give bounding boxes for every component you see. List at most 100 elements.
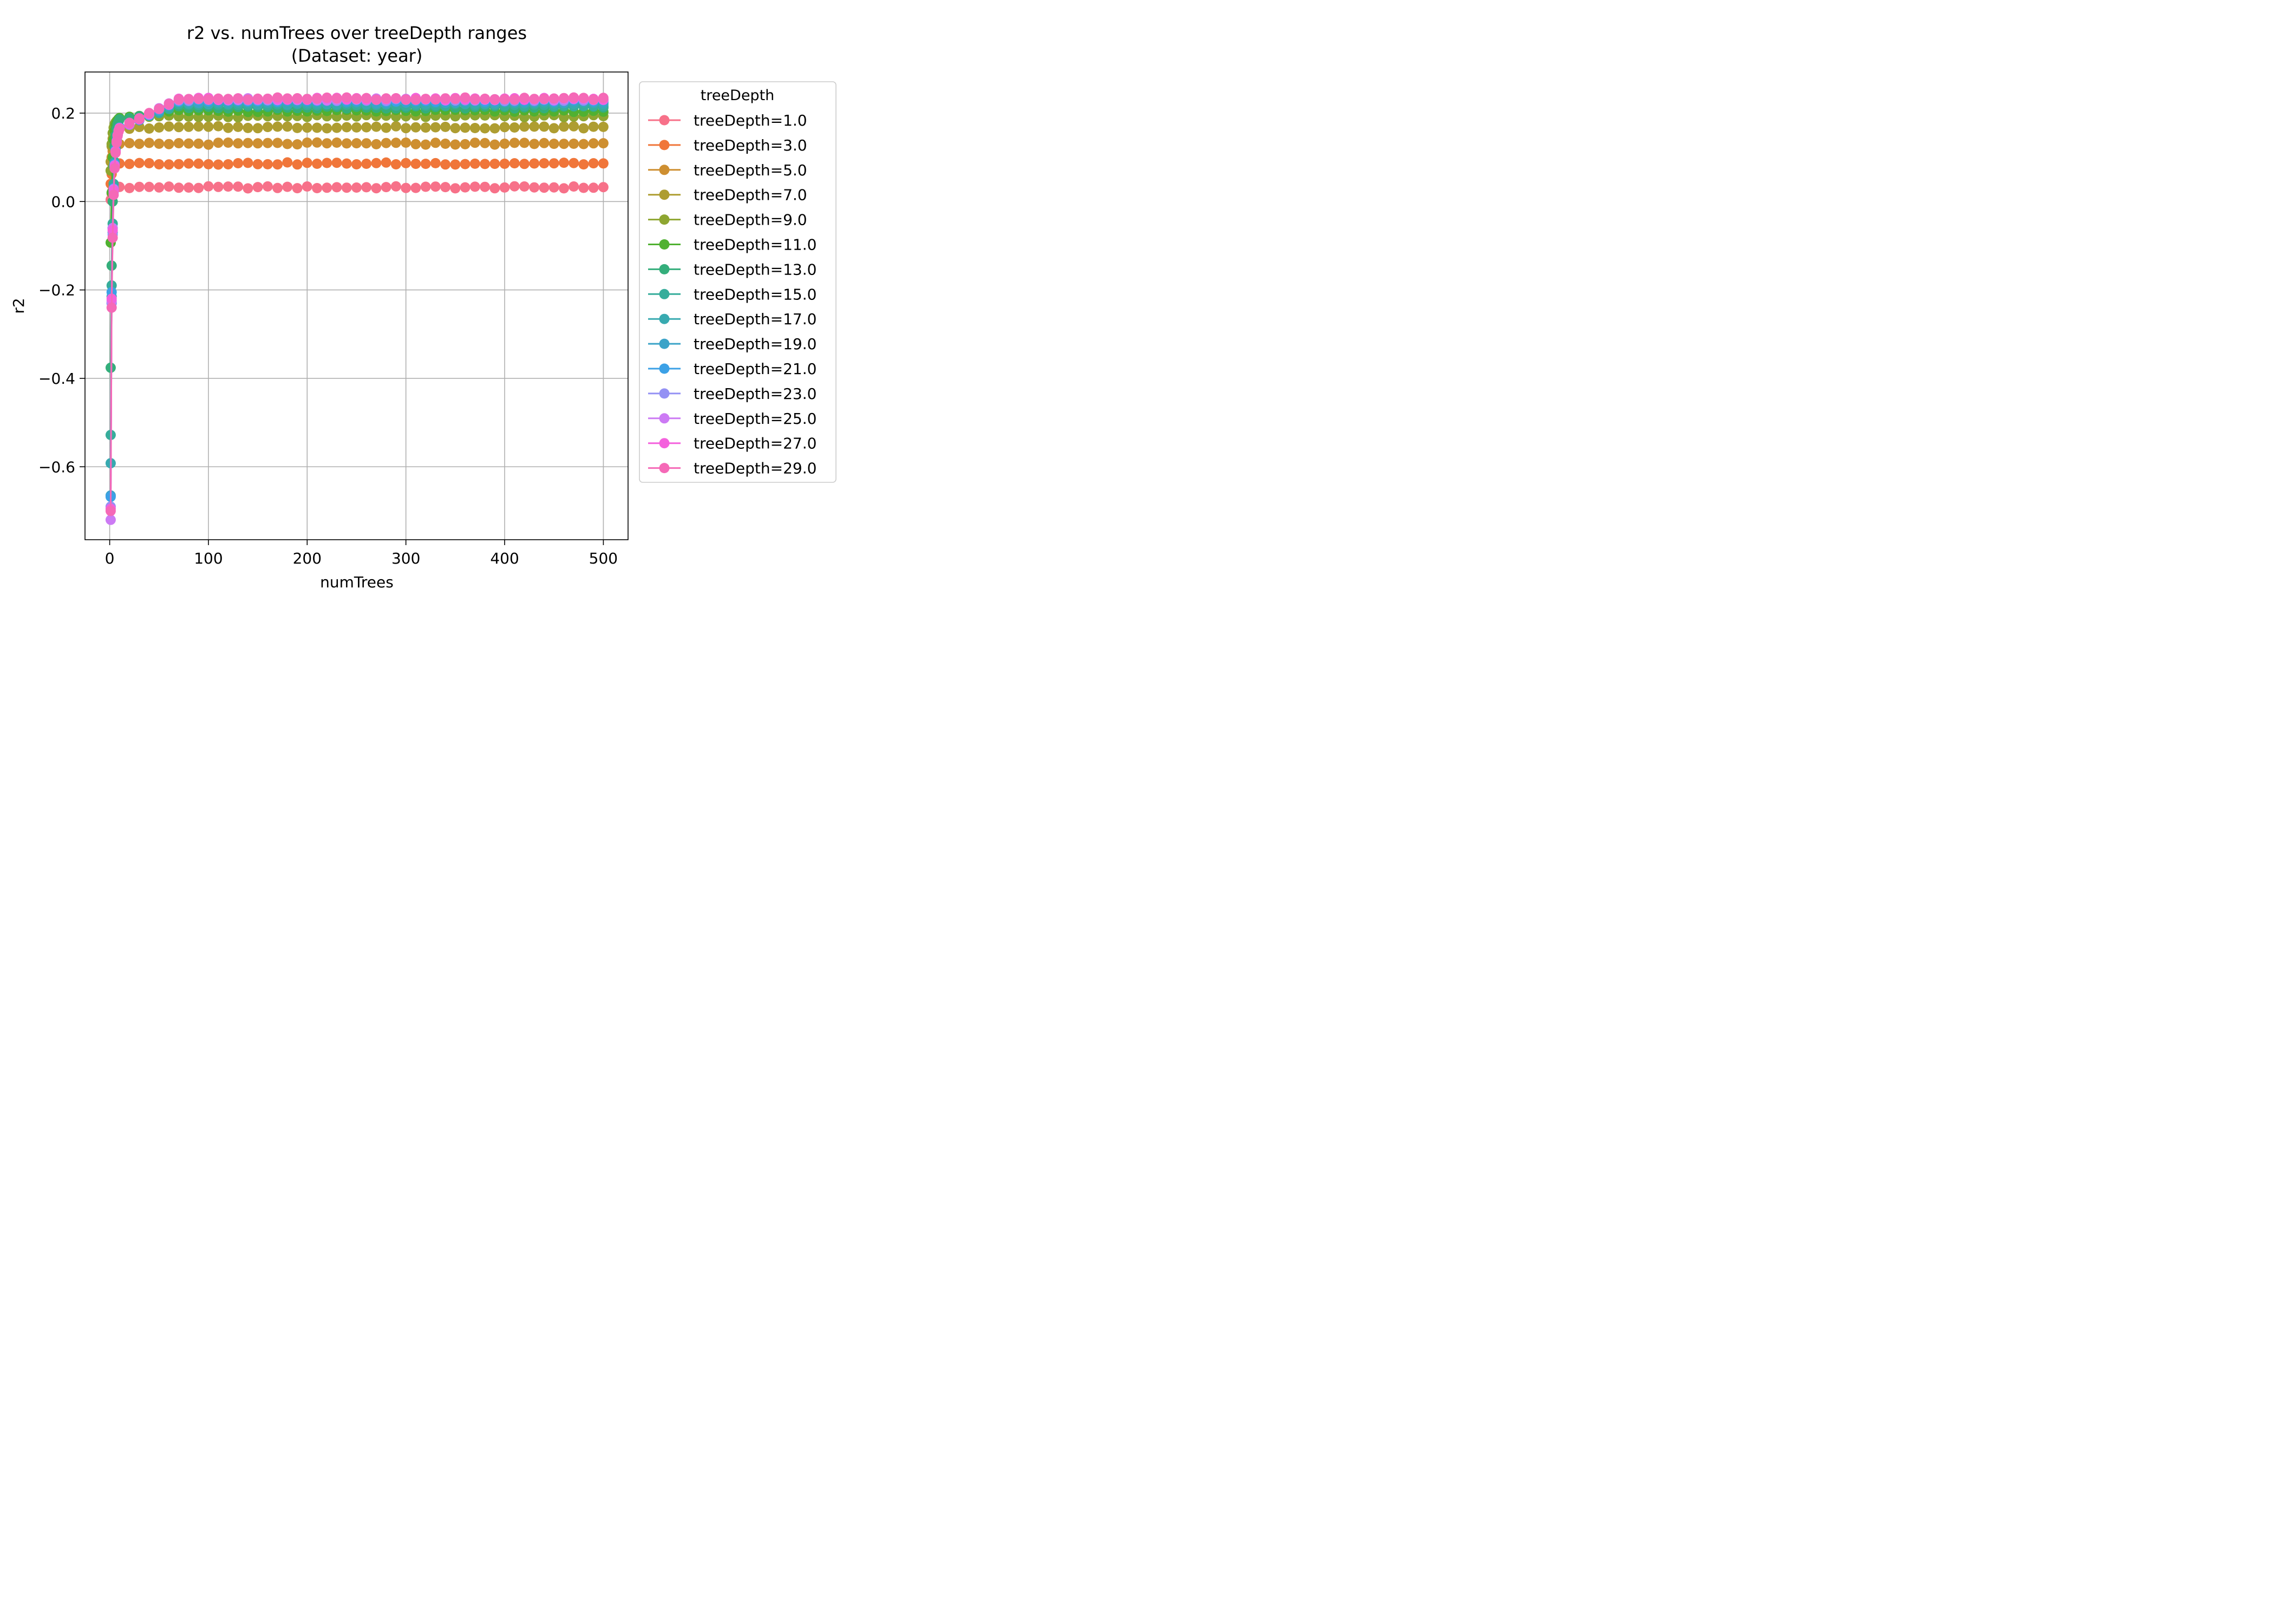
data-point (302, 94, 312, 104)
data-point (262, 137, 273, 148)
legend-label: treeDepth=19.0 (694, 335, 816, 353)
legend-label: treeDepth=13.0 (694, 260, 816, 278)
data-point (401, 182, 411, 193)
data-point (509, 181, 520, 192)
x-tick-label: 100 (194, 549, 223, 567)
data-point (529, 94, 540, 104)
data-point (499, 139, 510, 149)
data-point (184, 94, 194, 104)
data-point (341, 182, 352, 193)
chart-subtitle: (Dataset: year) (291, 45, 423, 66)
data-point (331, 137, 342, 148)
data-point (193, 182, 204, 193)
data-point (322, 182, 332, 193)
data-point (312, 159, 323, 169)
data-point (322, 123, 332, 134)
data-point (548, 123, 559, 134)
legend-label: treeDepth=25.0 (694, 410, 816, 428)
legend-entry: treeDepth=23.0 (648, 385, 816, 403)
data-point (588, 138, 599, 149)
data-point (223, 159, 233, 169)
data-point (243, 158, 253, 168)
legend-label: treeDepth=11.0 (694, 236, 816, 254)
data-point (154, 182, 165, 193)
data-point (371, 94, 382, 105)
data-point (529, 158, 540, 169)
data-point (578, 139, 589, 149)
data-point (154, 122, 165, 133)
data-point (361, 159, 372, 169)
data-point (509, 122, 520, 133)
data-point (548, 182, 559, 193)
data-point (480, 137, 491, 148)
data-point (430, 158, 441, 168)
legend-label: treeDepth=17.0 (694, 310, 816, 328)
data-point (480, 181, 491, 192)
legend-label: treeDepth=5.0 (694, 161, 807, 179)
data-point (598, 121, 609, 132)
data-point (420, 159, 431, 169)
y-tick-label: 0.0 (51, 193, 75, 211)
data-point (469, 123, 480, 133)
legend-marker (659, 115, 670, 126)
x-tick-label: 200 (293, 549, 322, 567)
data-point (588, 121, 599, 132)
data-point (203, 181, 214, 192)
data-point (173, 122, 184, 133)
data-point (108, 189, 119, 200)
y-axis-label: r2 (10, 298, 28, 313)
data-point (331, 122, 342, 133)
data-point (213, 121, 224, 132)
data-point (292, 122, 303, 133)
data-point (401, 94, 411, 105)
legend-entry: treeDepth=19.0 (648, 335, 816, 353)
data-point (410, 182, 421, 193)
legend-marker (659, 140, 670, 150)
data-point (341, 158, 352, 169)
data-point (469, 94, 480, 104)
data-point (559, 158, 569, 168)
data-point (469, 137, 480, 148)
data-point (548, 93, 559, 104)
data-point (173, 159, 184, 169)
data-point (578, 159, 589, 170)
data-point (302, 181, 312, 192)
data-point (598, 158, 609, 169)
data-point (420, 122, 431, 133)
data-point (381, 93, 391, 104)
legend-label: treeDepth=3.0 (694, 136, 807, 154)
data-point (548, 158, 559, 169)
data-point (252, 182, 263, 193)
data-point (193, 138, 204, 149)
data-point (539, 94, 550, 104)
data-point (252, 93, 263, 104)
legend-marker (659, 214, 670, 225)
data-point (243, 94, 253, 105)
x-tick-label: 400 (490, 549, 519, 567)
data-point (124, 159, 135, 169)
data-point (480, 123, 491, 134)
data-point (312, 122, 323, 133)
data-point (252, 123, 263, 134)
legend-marker (659, 413, 670, 424)
data-point (302, 158, 312, 168)
data-point (302, 137, 312, 148)
legend-entry: treeDepth=15.0 (648, 285, 816, 303)
legend-label: treeDepth=15.0 (694, 285, 816, 303)
data-point (184, 158, 194, 169)
data-point (578, 123, 589, 134)
data-point (331, 93, 342, 104)
data-point (509, 137, 520, 148)
legend-entry: treeDepth=21.0 (648, 360, 816, 378)
data-point (519, 181, 530, 192)
data-point (282, 139, 293, 149)
data-point (539, 137, 550, 148)
data-point (223, 137, 233, 148)
data-point (381, 157, 391, 168)
data-point (568, 121, 579, 132)
legend-marker (659, 463, 670, 474)
data-point (312, 183, 323, 193)
data-point (450, 183, 461, 194)
data-point (371, 139, 382, 149)
legend-marker (659, 388, 670, 399)
